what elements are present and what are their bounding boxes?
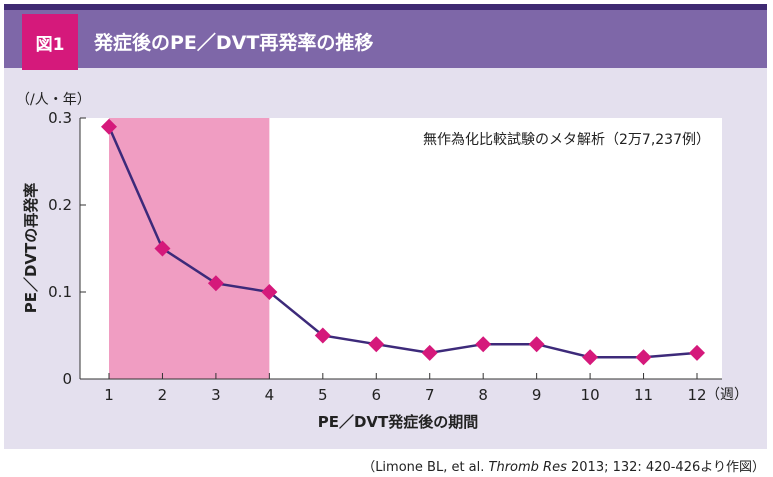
- x-tick-label: 2: [158, 386, 168, 404]
- x-axis-title: PE／DVT発症後の期間: [318, 413, 479, 431]
- x-tick-label: 6: [371, 386, 381, 404]
- data-point: [582, 349, 599, 366]
- x-tick-label: 5: [318, 386, 328, 404]
- x-unit-label: （週）: [706, 387, 748, 403]
- citation-prefix: （Limone BL, et al.: [362, 460, 489, 475]
- x-tick-label: 3: [211, 386, 221, 404]
- figure-number-badge: 図1: [22, 14, 78, 70]
- y-tick-label: 0.3: [48, 109, 72, 127]
- y-tick-label: 0: [62, 370, 72, 388]
- header-top-stripe: [4, 4, 767, 10]
- x-tick-label: 9: [532, 386, 542, 404]
- data-point: [261, 284, 278, 300]
- x-tick-label: 8: [478, 386, 488, 404]
- data-point: [368, 336, 385, 353]
- data-point: [101, 118, 117, 135]
- y-axis-title: PE／DVTの再発率: [22, 183, 40, 314]
- data-point: [528, 336, 545, 353]
- data-point: [314, 327, 331, 344]
- data-point: [421, 344, 438, 361]
- data-point: [475, 336, 492, 353]
- series-line: [107, 126, 698, 359]
- chart-annotation: 無作為化比較試験のメタ解析（2万7,237例）: [423, 132, 710, 148]
- x-tick-label: 4: [265, 386, 275, 404]
- data-point: [207, 275, 224, 292]
- figure-header: [4, 4, 767, 68]
- y-tick-label: 0.1: [48, 283, 72, 301]
- x-tick-label: 10: [581, 386, 600, 404]
- highlight-band: [109, 118, 270, 379]
- x-tick-label: 11: [634, 386, 653, 404]
- y-unit-label: （/人・年）: [16, 92, 91, 108]
- data-point: [635, 349, 652, 366]
- data-point: [154, 240, 171, 257]
- x-tick-label: 12: [687, 386, 706, 404]
- citation-journal: Thromb Res: [488, 460, 567, 475]
- y-tick-label: 0.2: [48, 196, 72, 214]
- x-tick-label: 7: [425, 386, 435, 404]
- data-point: [689, 344, 705, 361]
- citation: （Limone BL, et al. Thromb Res 2013; 132:…: [362, 456, 765, 475]
- citation-suffix: 2013; 132: 420-426より作図）: [566, 460, 765, 475]
- x-tick-label: 1: [104, 386, 114, 404]
- figure-title: 発症後のPE／DVT再発率の推移: [94, 32, 374, 54]
